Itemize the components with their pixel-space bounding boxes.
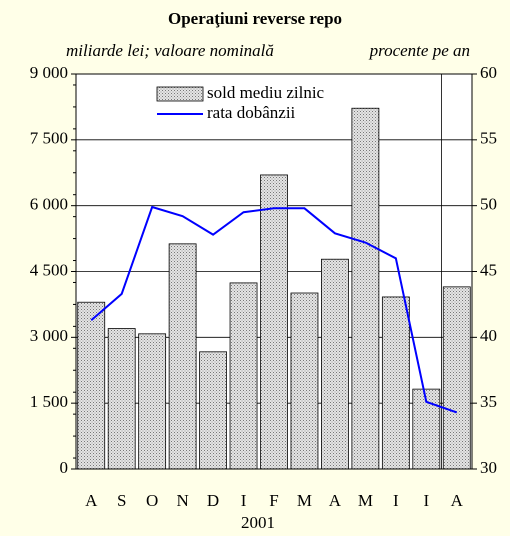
x-tick-label: I [241, 491, 247, 510]
y2-tick-label: 60 [480, 63, 497, 82]
x-tick-label: I [393, 491, 399, 510]
y2-tick-label: 45 [480, 260, 497, 279]
x-tick-label: A [451, 491, 464, 510]
y-tick-label: 4 500 [30, 260, 68, 279]
y-tick-label: 3 000 [30, 326, 68, 345]
bar [199, 351, 227, 470]
bar [229, 282, 258, 470]
bar [351, 107, 380, 470]
y2-axis-label: procente pe an [369, 41, 470, 60]
y2-tick-label: 55 [480, 129, 497, 148]
y-tick-label: 9 000 [30, 63, 68, 82]
x-tick-label: M [358, 491, 373, 510]
plot-frame [75, 73, 473, 470]
x-tick-label: F [269, 491, 278, 510]
legend-swatch [156, 86, 204, 102]
y2-tick-label: 50 [480, 195, 497, 214]
bar [442, 286, 471, 470]
y-tick-label: 0 [60, 458, 69, 477]
chart-title: Operaţiuni reverse repo [168, 9, 342, 28]
bar [107, 328, 136, 470]
x-tick-label: S [117, 491, 126, 510]
y-tick-label: 1 500 [30, 392, 68, 411]
x-tick-label: A [85, 491, 98, 510]
y2-tick-label: 35 [480, 392, 497, 411]
y-axis-label: miliarde lei; valoare nominală [66, 41, 274, 60]
x-tick-label: A [329, 491, 342, 510]
x-tick-label: N [176, 491, 188, 510]
y-tick-label: 7 500 [30, 129, 68, 148]
x-tick-label: O [146, 491, 158, 510]
x-tick-label: I [423, 491, 429, 510]
legend-label: rata dobânzii [207, 103, 296, 122]
bar [138, 333, 167, 470]
bar [77, 301, 106, 470]
y2-tick-label: 30 [480, 458, 497, 477]
bar [260, 174, 288, 470]
x-tick-label: M [297, 491, 312, 510]
bar [168, 243, 197, 470]
x-axis-label: 2001 [241, 513, 275, 532]
bar [321, 258, 349, 470]
x-tick-label: D [207, 491, 219, 510]
y-tick-label: 6 000 [30, 195, 68, 214]
line-series [90, 205, 458, 414]
y2-tick-label: 40 [480, 326, 497, 345]
legend-label: sold mediu zilnic [207, 83, 325, 102]
bar [290, 292, 319, 470]
bar [381, 296, 410, 470]
